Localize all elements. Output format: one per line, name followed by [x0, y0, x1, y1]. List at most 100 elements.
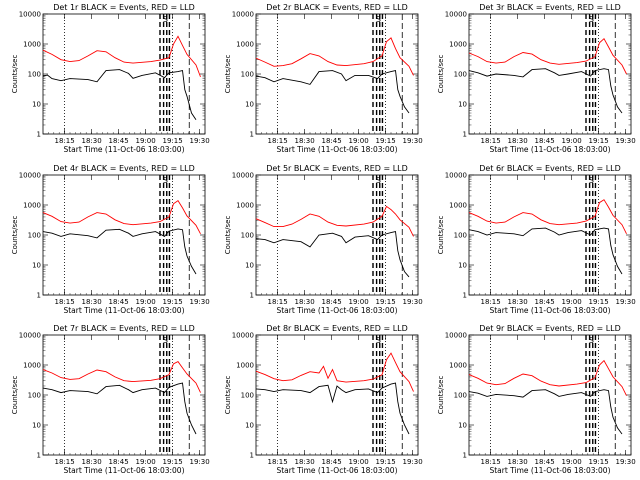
y-axis-label: Counts/sec: [224, 216, 232, 255]
x-tick-label: 19:15: [163, 137, 183, 145]
y-tick-label: 100: [241, 392, 254, 400]
y-tick-label: 1: [463, 131, 467, 139]
lld-line: [255, 205, 414, 237]
x-tick-label: 19:15: [376, 137, 396, 145]
x-axis-label: Start Time (11-Oct-06 18:03:00): [489, 145, 610, 154]
lld-line: [42, 35, 201, 78]
x-tick-label: 19:00: [349, 458, 369, 466]
events-line: [468, 68, 623, 114]
lld-line: [468, 199, 627, 234]
y-tick-label: 10: [458, 101, 467, 109]
y-axis-label: Counts/sec: [11, 376, 19, 415]
panel-det-8r: Det 8r BLACK = Events, RED = LLD 1 10 100 10…: [224, 324, 423, 475]
flare-marker-label: S: [589, 176, 594, 185]
events-line: [255, 70, 410, 114]
x-tick-label: 19:15: [589, 458, 609, 466]
y-tick-label: 1000: [449, 362, 467, 370]
x-axis-label: Start Time (11-Oct-06 18:03:00): [276, 306, 397, 315]
x-tick-label: 19:00: [562, 137, 582, 145]
x-tick-label: 18:45: [322, 137, 342, 145]
y-tick-label: 100: [454, 232, 467, 240]
x-tick-label: 19:15: [589, 137, 609, 145]
events-line: [255, 382, 410, 435]
x-tick-label: 18:30: [508, 137, 528, 145]
y-tick-label: 1: [250, 452, 254, 460]
x-tick-label: 18:15: [481, 458, 501, 466]
y-axis-label: Counts/sec: [437, 376, 445, 415]
y-tick-label: 10: [245, 422, 254, 430]
y-tick-label: 1000: [236, 362, 254, 370]
y-axis-label: Counts/sec: [11, 216, 19, 255]
flare-marker-label: S: [376, 336, 381, 345]
y-tick-label: 1000: [236, 41, 254, 49]
y-tick-label: 10000: [19, 11, 41, 19]
events-line: [42, 228, 197, 275]
x-tick-label: 18:45: [109, 298, 129, 306]
x-tick-label: 19:30: [403, 458, 423, 466]
x-tick-label: 18:30: [295, 137, 315, 145]
x-tick-label: 18:45: [535, 137, 555, 145]
x-tick-label: 18:45: [535, 298, 555, 306]
panel-title: Det 1r BLACK = Events, RED = LLD: [53, 3, 195, 12]
lld-line: [468, 359, 627, 396]
x-tick-label: 19:00: [562, 458, 582, 466]
x-tick-label: 19:30: [190, 137, 210, 145]
y-tick-label: 100: [454, 392, 467, 400]
x-tick-label: 18:45: [322, 298, 342, 306]
y-axis-label: Counts/sec: [11, 55, 19, 94]
x-tick-label: 18:15: [268, 298, 288, 306]
y-tick-label: 1: [37, 452, 41, 460]
y-tick-label: 1: [463, 292, 467, 300]
y-tick-label: 100: [454, 71, 467, 79]
y-tick-label: 1000: [449, 41, 467, 49]
panel-det-5r: Det 5r BLACK = Events, RED = LLD 1 10 100 10…: [224, 164, 423, 315]
x-axis-label: Start Time (11-Oct-06 18:03:00): [276, 466, 397, 475]
lld-line: [42, 199, 201, 235]
y-tick-label: 10000: [232, 172, 254, 180]
y-tick-label: 100: [241, 232, 254, 240]
y-tick-label: 10: [32, 101, 41, 109]
x-tick-label: 19:15: [163, 458, 183, 466]
x-tick-label: 19:00: [136, 298, 156, 306]
y-tick-label: 10000: [232, 332, 254, 340]
x-tick-label: 19:00: [136, 458, 156, 466]
y-tick-label: 10: [245, 101, 254, 109]
panel-det-1r: Det 1r BLACK = Events, RED = LLD 1 10 100 10…: [11, 3, 210, 154]
y-tick-label: 1000: [23, 41, 41, 49]
y-axis-label: Counts/sec: [224, 376, 232, 415]
x-tick-label: 18:30: [295, 298, 315, 306]
flare-marker-label: S: [163, 176, 168, 185]
y-tick-label: 10: [32, 262, 41, 270]
y-tick-label: 1000: [23, 362, 41, 370]
x-tick-label: 19:30: [616, 458, 636, 466]
plot-frame: [255, 334, 419, 456]
x-axis-label: Start Time (11-Oct-06 18:03:00): [63, 145, 184, 154]
x-tick-label: 18:15: [55, 298, 75, 306]
panel-title: Det 5r BLACK = Events, RED = LLD: [266, 164, 408, 173]
x-tick-label: 18:45: [535, 458, 555, 466]
y-tick-label: 1: [250, 131, 254, 139]
y-tick-label: 10000: [19, 172, 41, 180]
y-tick-label: 100: [28, 71, 41, 79]
x-tick-label: 18:30: [508, 458, 528, 466]
y-tick-label: 1: [250, 292, 254, 300]
x-tick-label: 18:15: [481, 137, 501, 145]
events-line: [468, 389, 623, 435]
x-tick-label: 19:00: [349, 298, 369, 306]
panel-title: Det 4r BLACK = Events, RED = LLD: [53, 164, 195, 173]
y-tick-label: 10: [458, 262, 467, 270]
x-tick-label: 18:45: [109, 137, 129, 145]
panel-title: Det 8r BLACK = Events, RED = LLD: [266, 324, 408, 333]
panel-title: Det 2r BLACK = Events, RED = LLD: [266, 3, 408, 12]
x-tick-label: 19:30: [616, 298, 636, 306]
y-tick-label: 100: [241, 71, 254, 79]
x-tick-label: 19:15: [376, 298, 396, 306]
flare-marker-label: S: [163, 336, 168, 345]
panel-det-9r: Det 9r BLACK = Events, RED = LLD 1 10 100 10…: [437, 324, 636, 475]
x-tick-label: 18:30: [82, 137, 102, 145]
y-tick-label: 1000: [236, 202, 254, 210]
x-tick-label: 18:30: [508, 298, 528, 306]
y-tick-label: 1: [463, 452, 467, 460]
events-line: [42, 382, 197, 435]
y-tick-label: 10: [458, 422, 467, 430]
